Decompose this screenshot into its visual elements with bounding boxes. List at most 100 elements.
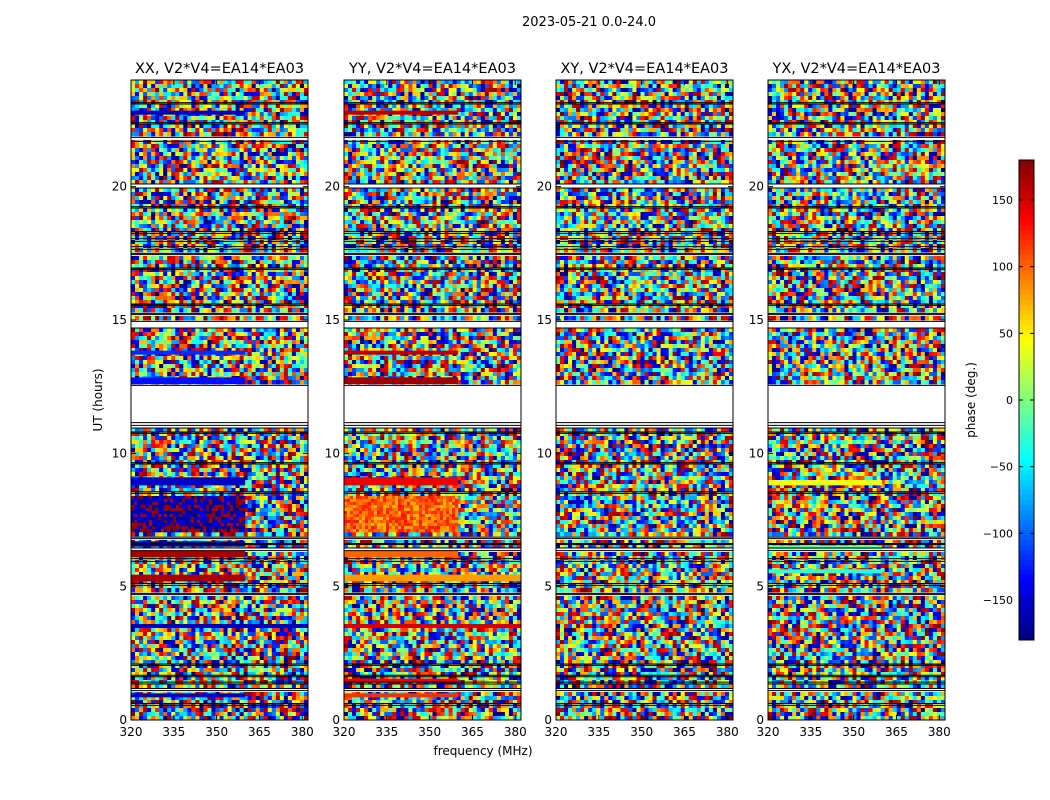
heatmap-cell xyxy=(247,260,253,265)
heatmap-cell xyxy=(251,544,257,549)
heatmap-cell xyxy=(143,188,148,193)
heatmap-cell xyxy=(259,464,265,469)
heatmap-cell xyxy=(247,292,253,297)
heatmap-cell xyxy=(295,448,301,453)
heatmap-cell xyxy=(271,524,277,529)
heatmap-cell xyxy=(183,188,188,193)
heatmap-cell xyxy=(255,88,261,93)
heatmap-cell xyxy=(303,340,308,345)
heatmap-cell xyxy=(279,372,285,377)
heatmap-cell xyxy=(295,212,301,217)
heatmap-cell xyxy=(239,300,245,305)
heatmap-cell xyxy=(295,456,301,461)
heatmap-cell xyxy=(167,152,172,157)
heatmap-cell xyxy=(179,372,184,377)
heatmap-cell xyxy=(243,192,249,197)
heatmap-cell xyxy=(223,92,228,97)
heatmap-cell xyxy=(303,92,308,97)
heatmap-cell xyxy=(239,216,245,221)
heatmap-cell xyxy=(251,540,257,545)
heatmap-cell xyxy=(275,476,281,481)
heatmap-cell xyxy=(295,296,301,301)
heatmap-cell xyxy=(283,200,289,205)
heatmap-cell xyxy=(259,436,265,441)
heatmap-cell xyxy=(167,264,172,269)
heatmap-cell xyxy=(287,148,293,153)
heatmap-cell xyxy=(275,228,281,233)
heatmap-cell xyxy=(143,448,148,453)
heatmap-cell xyxy=(235,176,241,181)
heatmap-cell xyxy=(239,356,245,361)
heatmap-cell xyxy=(223,268,228,273)
heatmap-cell xyxy=(291,228,297,233)
heatmap-cell xyxy=(267,472,273,477)
heatmap-cell xyxy=(131,572,136,577)
heatmap-cell xyxy=(259,508,265,513)
heatmap-cell xyxy=(167,256,172,261)
heatmap-cell xyxy=(303,144,308,149)
heatmap-cell xyxy=(159,164,164,169)
heatmap-cell xyxy=(247,124,253,129)
heatmap-cell xyxy=(219,180,224,185)
heatmap-cell xyxy=(159,180,164,185)
heatmap-cell xyxy=(199,260,204,265)
heatmap-cell xyxy=(275,500,281,505)
heatmap-cell xyxy=(239,292,245,297)
heatmap-cell xyxy=(235,88,241,93)
heatmap-cell xyxy=(215,452,220,457)
heatmap-cell xyxy=(167,300,172,305)
heatmap-cell xyxy=(299,304,305,309)
heatmap-cell xyxy=(291,292,297,297)
heatmap-cell xyxy=(231,452,236,457)
heatmap-cell xyxy=(291,604,297,609)
heatmap-cell xyxy=(247,332,253,337)
heatmap-cell xyxy=(191,468,196,473)
heatmap-cell xyxy=(175,88,180,93)
heatmap-cell xyxy=(171,580,176,585)
heatmap-cell xyxy=(167,564,172,569)
heatmap-cell xyxy=(139,212,144,217)
heatmap-cell xyxy=(167,572,172,577)
heatmap-cell xyxy=(299,552,305,557)
heatmap-cell xyxy=(275,212,281,217)
heatmap-cell xyxy=(283,300,289,305)
heatmap-cell xyxy=(199,468,204,473)
heatmap-cell xyxy=(215,276,220,281)
heatmap-cell xyxy=(279,224,285,229)
heatmap-cell xyxy=(175,340,180,345)
heatmap-cell xyxy=(287,380,293,385)
heatmap-cell xyxy=(175,336,180,341)
heatmap-cell xyxy=(291,88,297,93)
heatmap-cell xyxy=(295,576,301,581)
heatmap-cell xyxy=(207,484,212,489)
heatmap-cell xyxy=(271,80,277,85)
heatmap-cell xyxy=(231,596,236,601)
heatmap-cell xyxy=(251,216,257,221)
heatmap-cell xyxy=(267,128,273,133)
heatmap-cell xyxy=(247,544,253,549)
heatmap-cell xyxy=(251,344,257,349)
heatmap-cell xyxy=(259,180,265,185)
heatmap-cell xyxy=(271,260,277,265)
heatmap-cell xyxy=(291,224,297,229)
heatmap-cell xyxy=(271,448,277,453)
heatmap-cell xyxy=(267,172,273,177)
heatmap-cell xyxy=(151,452,156,457)
heatmap-cell xyxy=(279,348,285,353)
heatmap-cell xyxy=(211,432,216,437)
heatmap-cell xyxy=(191,572,196,577)
heatmap-cell xyxy=(159,368,164,373)
heatmap-cell xyxy=(203,96,208,101)
heatmap-cell xyxy=(291,540,297,545)
heatmap-cell xyxy=(235,164,241,169)
heatmap-cell xyxy=(291,276,297,281)
heatmap-cell xyxy=(191,588,196,593)
heatmap-cell xyxy=(211,456,216,461)
heatmap-cell xyxy=(227,156,232,161)
heatmap-cell xyxy=(219,568,224,573)
heatmap-cell xyxy=(155,572,160,577)
heatmap-cell xyxy=(295,256,301,261)
heatmap-cell xyxy=(175,292,180,297)
heatmap-cell xyxy=(191,452,196,457)
heatmap-cell xyxy=(207,224,212,229)
